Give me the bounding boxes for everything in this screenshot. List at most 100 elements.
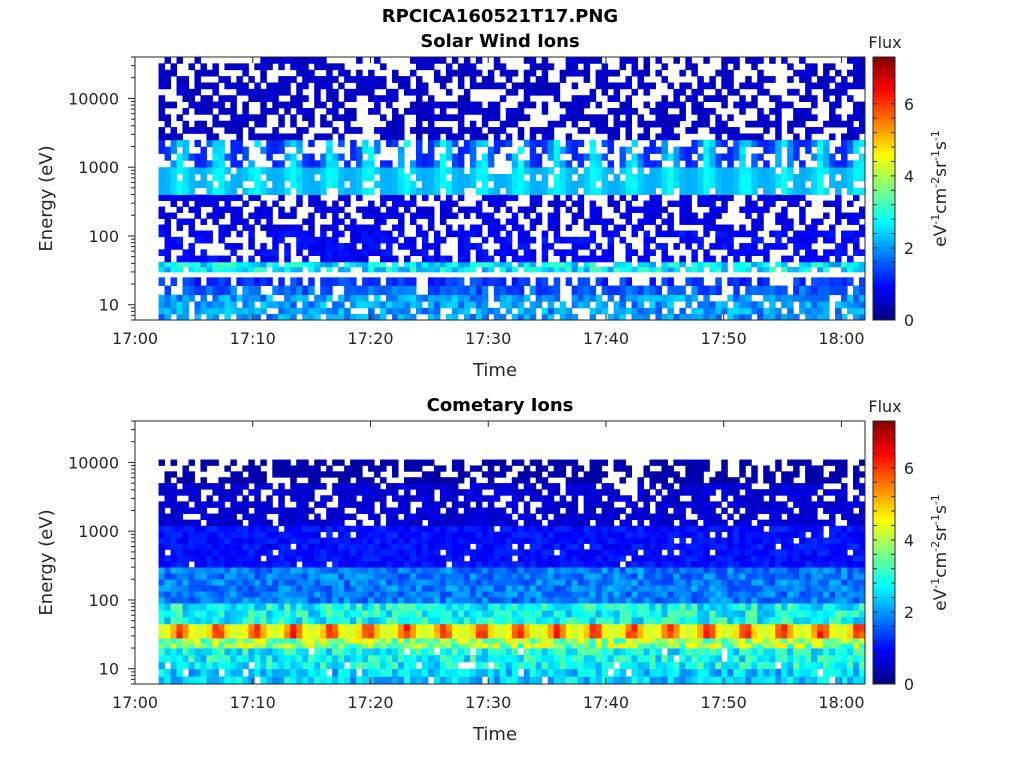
heatmap-cell xyxy=(853,82,860,90)
heatmap-cell xyxy=(607,95,615,102)
heatmap-cell xyxy=(475,313,483,321)
heatmap-cell xyxy=(679,114,686,122)
heatmap-cell xyxy=(493,224,501,231)
heatmap-cell xyxy=(505,218,513,225)
heatmap-cell xyxy=(332,212,339,219)
heatmap-cell xyxy=(362,88,369,96)
heatmap-cell xyxy=(523,230,531,238)
heatmap-cell xyxy=(332,313,339,321)
heatmap-cell xyxy=(392,187,399,195)
heatmap-cell xyxy=(410,597,417,604)
heatmap-cell xyxy=(350,648,357,656)
heatmap-cell xyxy=(284,285,291,296)
heatmap-cell xyxy=(847,676,854,685)
heatmap-cell xyxy=(362,243,369,250)
heatmap-cell xyxy=(278,88,285,96)
heatmap-cell xyxy=(655,174,662,182)
heatmap-cell xyxy=(811,174,818,182)
heatmap-cell xyxy=(619,101,627,109)
heatmap-cell xyxy=(685,637,692,644)
heatmap-cell xyxy=(212,101,219,109)
heatmap-cell xyxy=(685,218,692,225)
heatmap-cell xyxy=(481,167,489,175)
heatmap-cell xyxy=(290,591,297,598)
heatmap-cell xyxy=(421,597,429,604)
heatmap-cell xyxy=(601,285,609,296)
heatmap-cell xyxy=(601,585,609,592)
heatmap-cell xyxy=(242,648,249,656)
heatmap-cell xyxy=(589,249,597,256)
heatmap-cell xyxy=(487,107,495,115)
heatmap-cell xyxy=(757,654,764,663)
heatmap-cell xyxy=(362,603,369,611)
heatmap-cell xyxy=(775,668,782,677)
heatmap-cell xyxy=(667,643,674,649)
heatmap-cell xyxy=(607,294,615,302)
heatmap-cell xyxy=(547,187,555,195)
heatmap-cell xyxy=(170,610,178,618)
heatmap-cell xyxy=(613,643,621,649)
heatmap-cell xyxy=(356,313,363,321)
heatmap-cell xyxy=(841,120,848,128)
heatmap-cell xyxy=(733,133,740,141)
heatmap-cell xyxy=(739,133,746,141)
heatmap-cell xyxy=(547,153,555,161)
heatmap-cell xyxy=(715,180,722,189)
heatmap-cell xyxy=(529,654,537,663)
heatmap-cell xyxy=(445,101,453,109)
heatmap-cell xyxy=(266,212,273,219)
heatmap-cell xyxy=(511,69,519,77)
heatmap-cell xyxy=(763,285,770,296)
heatmap-cell xyxy=(571,101,579,109)
heatmap-cell xyxy=(475,57,483,64)
heatmap-cell xyxy=(463,676,471,685)
heatmap-cell xyxy=(859,230,866,238)
heatmap-cell xyxy=(362,661,369,670)
heatmap-cell xyxy=(637,255,644,263)
heatmap-cell xyxy=(619,82,627,90)
heatmap-cell xyxy=(499,95,507,102)
heatmap-cell xyxy=(338,133,345,141)
heatmap-cell xyxy=(194,676,201,685)
heatmap-cell xyxy=(853,585,860,592)
heatmap-cell xyxy=(415,648,423,656)
heatmap-cell xyxy=(164,230,172,238)
heatmap-cell xyxy=(793,194,800,201)
heatmap-cell xyxy=(547,266,555,273)
heatmap-cell xyxy=(727,127,734,134)
heatmap-cell xyxy=(649,616,656,625)
heatmap-cell xyxy=(242,597,249,604)
heatmap-cell xyxy=(691,661,698,670)
heatmap-cell xyxy=(691,69,698,77)
heatmap-cell xyxy=(481,294,489,302)
heatmap-cell xyxy=(637,153,644,161)
heatmap-cell xyxy=(272,654,279,663)
heatmap-cell xyxy=(398,285,405,296)
heatmap-cell xyxy=(727,187,734,195)
heatmap-cell xyxy=(164,266,172,273)
heatmap-cell xyxy=(398,610,405,618)
heatmap-cell xyxy=(158,82,166,90)
heatmap-cell xyxy=(601,187,609,195)
heatmap-cell xyxy=(559,313,567,321)
heatmap-cell xyxy=(176,266,183,273)
heatmap-cell xyxy=(649,160,656,168)
heatmap-cell xyxy=(601,630,609,639)
heatmap-cell xyxy=(194,212,201,219)
heatmap-cell xyxy=(553,82,561,90)
heatmap-cell xyxy=(398,616,405,625)
heatmap-cell xyxy=(356,616,363,625)
heatmap-cell xyxy=(679,313,686,321)
heatmap-cell xyxy=(667,277,674,286)
heatmap-cell xyxy=(577,294,585,302)
heatmap-cell xyxy=(380,313,387,321)
heatmap-cell xyxy=(565,194,573,201)
heatmap-cell xyxy=(787,313,794,321)
heatmap-cell xyxy=(457,206,465,213)
heatmap-cell xyxy=(769,616,776,625)
heatmap-cell xyxy=(565,236,573,244)
heatmap-cell xyxy=(176,307,183,315)
heatmap-cell xyxy=(847,623,854,632)
heatmap-cell xyxy=(535,212,543,219)
heatmap-cell xyxy=(314,648,321,656)
